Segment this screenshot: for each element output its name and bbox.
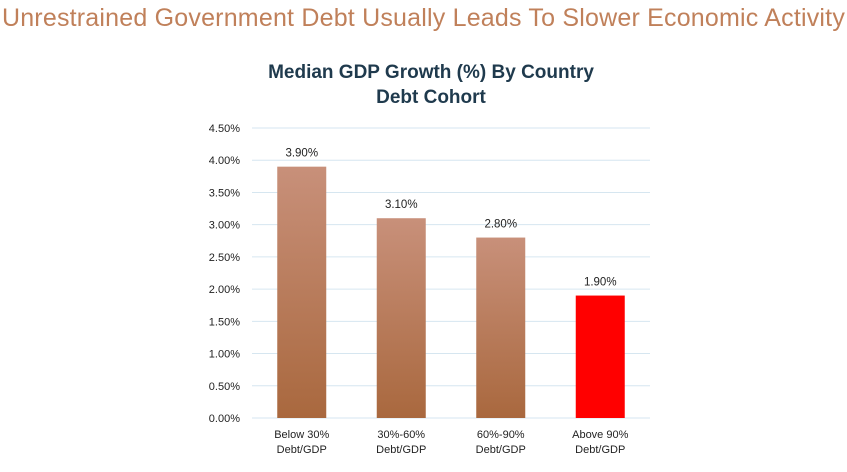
data-label: 1.90% bbox=[584, 277, 617, 289]
headline: Unrestrained Government Debt Usually Lea… bbox=[1, 4, 846, 32]
y-tick-label: 4.00% bbox=[209, 155, 240, 167]
x-category-label-line: Below 30% bbox=[274, 429, 329, 441]
y-tick-label: 0.00% bbox=[209, 413, 240, 425]
x-category-label-line: Debt/GDP bbox=[376, 444, 426, 456]
data-labels: 3.90% 3.10% 2.80% 1.90% bbox=[285, 148, 616, 289]
x-category-label-line: 60%-90% bbox=[477, 429, 525, 441]
y-tick-label: 0.50% bbox=[209, 381, 240, 393]
x-category-label: 60%-90% Debt/GDP bbox=[476, 429, 526, 456]
x-category-label-line: Debt/GDP bbox=[476, 444, 526, 456]
chart-title-line-2: Debt Cohort bbox=[376, 87, 486, 108]
y-axis-ticks: 0.00% 0.50% 1.00% 1.50% 2.00% 2.50% 3.00% 3.50%… bbox=[209, 123, 240, 425]
y-tick-label: 3.50% bbox=[209, 187, 240, 199]
y-tick-label: 2.50% bbox=[209, 252, 240, 264]
y-tick-label: 1.00% bbox=[209, 349, 240, 361]
data-label: 3.10% bbox=[385, 199, 418, 211]
bars bbox=[277, 166, 625, 418]
bar bbox=[476, 237, 526, 418]
y-tick-label: 1.50% bbox=[209, 316, 240, 328]
x-category-label: 30%-60% Debt/GDP bbox=[376, 429, 426, 456]
data-label: 3.90% bbox=[285, 148, 318, 160]
x-category-label-line: Above 90% bbox=[572, 429, 628, 441]
y-tick-label: 3.00% bbox=[209, 220, 240, 232]
x-category-label: Above 90% Debt/GDP bbox=[572, 429, 628, 456]
x-category-label: Below 30% Debt/GDP bbox=[274, 429, 329, 456]
data-label: 2.80% bbox=[484, 219, 517, 231]
x-category-label-line: 30%-60% bbox=[377, 429, 425, 441]
y-tick-label: 2.00% bbox=[209, 284, 240, 296]
y-tick-label: 4.50% bbox=[209, 123, 240, 135]
bar bbox=[277, 166, 327, 418]
chart-title-line-1: Median GDP Growth (%) By Country bbox=[268, 62, 594, 83]
bar bbox=[376, 218, 426, 418]
bar bbox=[575, 295, 625, 418]
x-category-label-line: Debt/GDP bbox=[277, 444, 327, 456]
x-category-label-line: Debt/GDP bbox=[575, 444, 625, 456]
x-axis-categories: Below 30% Debt/GDP 30%-60% Debt/GDP 60%-90% D… bbox=[274, 429, 628, 456]
chart-title: Median GDP Growth (%) By Country Debt Co… bbox=[0, 60, 847, 110]
